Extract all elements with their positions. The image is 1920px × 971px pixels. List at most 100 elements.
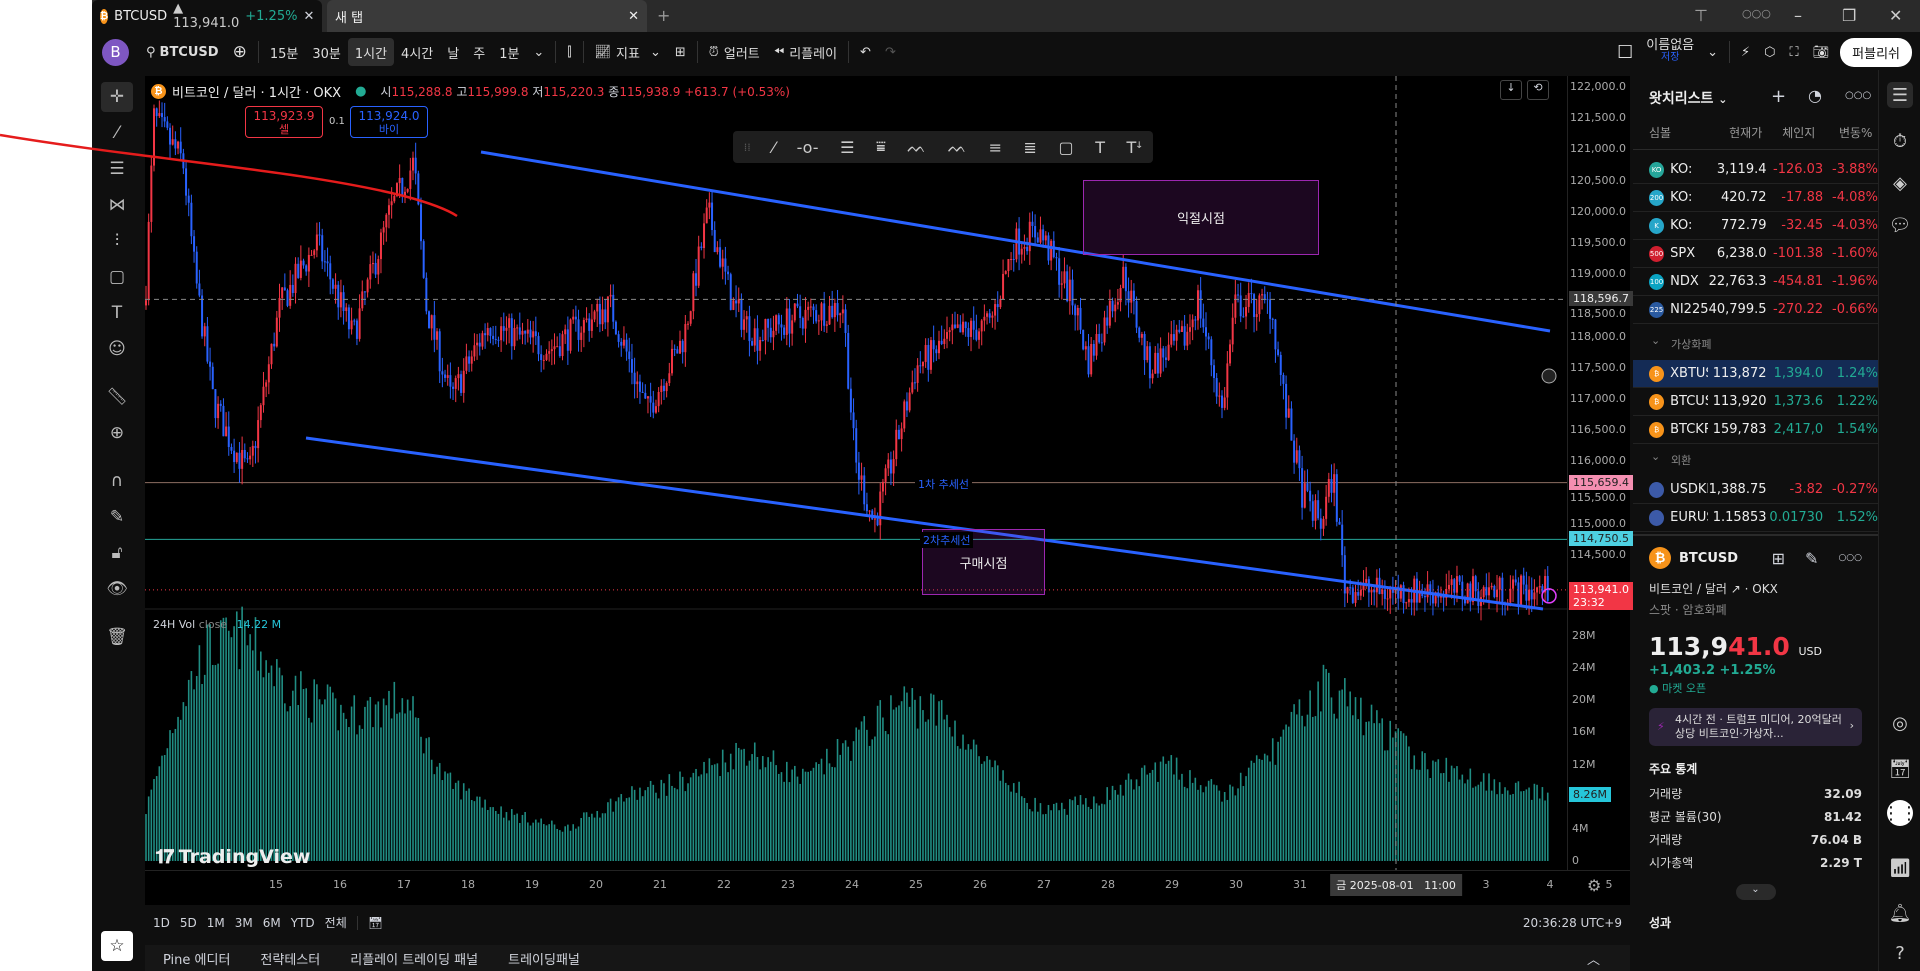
chart-settings-icon[interactable]: ⚙ — [1587, 876, 1602, 895]
buy-button[interactable]: 113,924.0 바이 — [350, 106, 428, 138]
chat-icon[interactable]: 💬︎ — [1888, 214, 1912, 236]
range-2[interactable]: 1M — [206, 915, 225, 930]
range-6[interactable]: 전체 — [324, 916, 347, 930]
section-header[interactable]: 가상화폐 — [1671, 338, 1712, 351]
watchlist-row[interactable]: KO KO: 3,119.4 -126.03 -3.88% — [1633, 156, 1878, 184]
prediction-icon[interactable]: ⫶ — [114, 231, 120, 251]
layout-dropdown-icon[interactable]: ⌄ — [1707, 44, 1719, 60]
range-4[interactable]: 6M — [262, 915, 281, 930]
chevron-down-icon[interactable]: ⌄ — [1651, 334, 1661, 347]
crosshair-icon[interactable]: ✛ — [101, 82, 133, 112]
fib-icon[interactable]: ☰ — [109, 159, 125, 179]
replay-button[interactable]: ⏪︎ 리플레이 — [767, 38, 844, 66]
scroll-to-latest-icon[interactable]: ↓ — [1500, 80, 1522, 100]
help-icon[interactable]: ? — [1895, 942, 1905, 964]
watchlist-row[interactable]: 500 SPX 6,238.0 -101.38 -1.60% — [1633, 240, 1878, 268]
col-change[interactable]: 체인지 — [1782, 126, 1816, 140]
quick-search-icon[interactable]: ⚡︎ — [1741, 44, 1751, 60]
close-icon[interactable]: ✕ — [628, 8, 639, 24]
close-icon[interactable]: ✕ — [303, 8, 315, 24]
interval-6[interactable]: 1분 — [499, 46, 520, 62]
ruler-icon[interactable]: 📏︎ — [106, 387, 128, 407]
apps-icon[interactable]: ⋮⋮ — [1882, 800, 1918, 826]
fullscreen-icon[interactable]: ⛶ — [1789, 44, 1799, 60]
abc-pattern-icon[interactable]: ᨓ — [947, 137, 967, 156]
time-axis[interactable]: 15 16 17 18 19 20 21 22 23 24 25 26 27 28 29 30 31 3 4 5 금 2… — [145, 870, 1630, 905]
drag-handle-icon[interactable]: ⁞⁞ — [743, 140, 751, 154]
bell-icon[interactable]: 🔔︎ — [1888, 902, 1912, 924]
date-range-icon[interactable]: 📅︎ — [356, 915, 383, 930]
collapse-icon[interactable]: ︿ — [1586, 952, 1600, 968]
bottom-tab-3[interactable]: 트레이딩패널 — [508, 952, 580, 968]
watchlist-icon[interactable]: ☰ — [1887, 82, 1913, 108]
new-tab-icon[interactable]: + — [657, 6, 671, 25]
lock-draw-icon[interactable]: ✎ — [109, 507, 125, 527]
emoji-icon[interactable]: ☺ — [108, 339, 126, 359]
range-1[interactable]: 5D — [179, 915, 197, 930]
camera-icon[interactable]: 📷︎ — [1812, 44, 1830, 60]
zoom-icon[interactable]: ⊕ — [109, 423, 125, 443]
interval-1[interactable]: 30분 — [312, 46, 341, 62]
bottom-tab-0[interactable]: Pine 에디터 — [163, 952, 231, 968]
short-position-icon[interactable]: ≣ — [1023, 137, 1037, 157]
undo-icon[interactable]: ↶ — [860, 44, 871, 60]
avatar[interactable]: B — [102, 38, 129, 66]
trash-icon[interactable]: 🗑︎ — [106, 627, 128, 647]
pattern-icon[interactable]: ⋈ — [108, 195, 126, 215]
watchlist-title[interactable]: 왓치리스트 — [1649, 91, 1714, 107]
tab-btcusd[interactable]: ₿ BTCUSD ▲ 113,941.0 +1.25% ✕ — [92, 0, 322, 32]
parallel-channel-icon[interactable]: ☰ — [840, 137, 855, 157]
restore-icon[interactable]: ❐ — [1842, 6, 1857, 25]
interval-2[interactable]: 1시간 — [347, 38, 395, 66]
rectangle-icon[interactable]: ▢ — [1058, 137, 1074, 157]
chevron-down-icon[interactable]: ⌄ — [1651, 450, 1661, 463]
col-symbol[interactable]: 심볼 — [1649, 126, 1672, 140]
interval-dropdown-icon[interactable]: ⌄ — [533, 44, 545, 60]
alert-button[interactable]: ⏰︎ 얼러트 — [702, 38, 767, 66]
edit-icon[interactable]: ✎ — [1805, 548, 1819, 568]
sell-button[interactable]: 113,923.9 셀 — [245, 106, 323, 138]
detail-symbol[interactable]: BTCUSD — [1679, 550, 1739, 566]
range-0[interactable]: 1D — [153, 915, 170, 930]
col-percent[interactable]: 변동% — [1838, 126, 1873, 140]
section-header[interactable]: 외환 — [1671, 454, 1692, 467]
symbol-search[interactable]: ⚲ BTCUSD — [139, 38, 226, 66]
expand-button[interactable]: ⌄ — [1735, 884, 1776, 900]
range-5[interactable]: YTD — [290, 915, 315, 930]
external-link-icon[interactable]: ↗ — [1730, 582, 1741, 596]
watchlist-row[interactable]: ₿ BTCKRW 159,783 2,417,0 1.54% — [1633, 416, 1878, 444]
minimize-icon[interactable]: – — [1794, 6, 1802, 25]
templates-icon[interactable]: ⊞ — [674, 44, 686, 60]
horizontal-ray-icon[interactable]: -o- — [796, 137, 819, 157]
chevron-down-icon[interactable]: ⌄ — [1718, 93, 1728, 106]
interval-3[interactable]: 4시간 — [401, 46, 434, 62]
chart-canvas[interactable] — [145, 76, 1630, 905]
interval-5[interactable]: 주 — [473, 46, 486, 62]
clock[interactable]: 20:36:28 UTC+9 — [1522, 915, 1622, 930]
indicators-button[interactable]: 📈︎ 지표 ⌄ — [594, 44, 661, 62]
layout-name-button[interactable]: 이름없음 저장 — [1646, 39, 1694, 64]
more-icon[interactable]: ○○○ — [1845, 90, 1872, 101]
more-icon[interactable]: ○○○ — [1838, 553, 1862, 563]
compare-icon[interactable]: ⊕ — [232, 42, 247, 62]
text-icon[interactable]: T — [111, 303, 123, 323]
watchlist-row[interactable]: ₿ XBTUSD 113,872 1,394.0 1.24% — [1633, 360, 1878, 388]
lock-icon[interactable]: 🔓︎ — [111, 543, 123, 563]
trendline-icon[interactable]: ⁄ — [115, 123, 119, 143]
layout-icon[interactable]: ⊤ — [1694, 6, 1708, 25]
checkbox-icon[interactable]: ☐ — [1617, 41, 1634, 63]
settings-icon[interactable]: ⬡ — [1764, 44, 1776, 60]
grid-icon[interactable]: ⊞ — [1771, 548, 1786, 568]
alerts-icon[interactable]: ⏱︎ — [1892, 130, 1908, 152]
more-icon[interactable]: ○○○ — [1742, 7, 1771, 20]
calendar-icon[interactable]: 📅︎ — [1888, 758, 1912, 780]
layers-icon[interactable]: ◈ — [1893, 172, 1907, 194]
watchlist-row[interactable]: 225 NI225 40,799.5 -270.22 -0.66% — [1633, 296, 1878, 324]
shape-icon[interactable]: ▢ — [108, 267, 126, 287]
bottom-tab-1[interactable]: 전략테스터 — [260, 952, 321, 968]
watchlist-row[interactable]: K KO: 772.79 -32.45 -4.03% — [1633, 212, 1878, 240]
anchored-text-icon[interactable]: Tꜜ — [1126, 137, 1143, 157]
col-last[interactable]: 현재가 — [1729, 126, 1763, 140]
magnet-icon[interactable]: ∩ — [110, 471, 124, 491]
